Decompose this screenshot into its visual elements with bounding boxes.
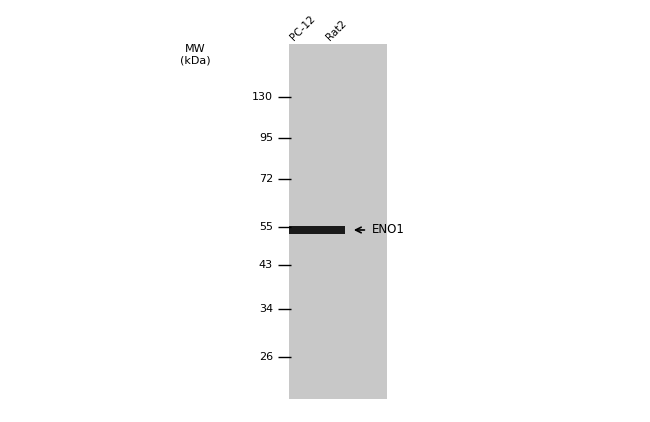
Text: MW
(kDa): MW (kDa): [179, 44, 211, 66]
Text: 26: 26: [259, 352, 273, 362]
Text: 130: 130: [252, 92, 273, 102]
Text: 72: 72: [259, 173, 273, 184]
Bar: [292, 228, 332, 232]
Text: 55: 55: [259, 222, 273, 232]
Bar: [289, 226, 344, 234]
Text: ENO1: ENO1: [372, 224, 405, 236]
Text: 95: 95: [259, 133, 273, 143]
Text: 34: 34: [259, 304, 273, 314]
Text: 43: 43: [259, 260, 273, 270]
Text: Rat2: Rat2: [324, 18, 348, 42]
Bar: [289, 44, 387, 399]
Text: PC-12: PC-12: [289, 14, 317, 42]
